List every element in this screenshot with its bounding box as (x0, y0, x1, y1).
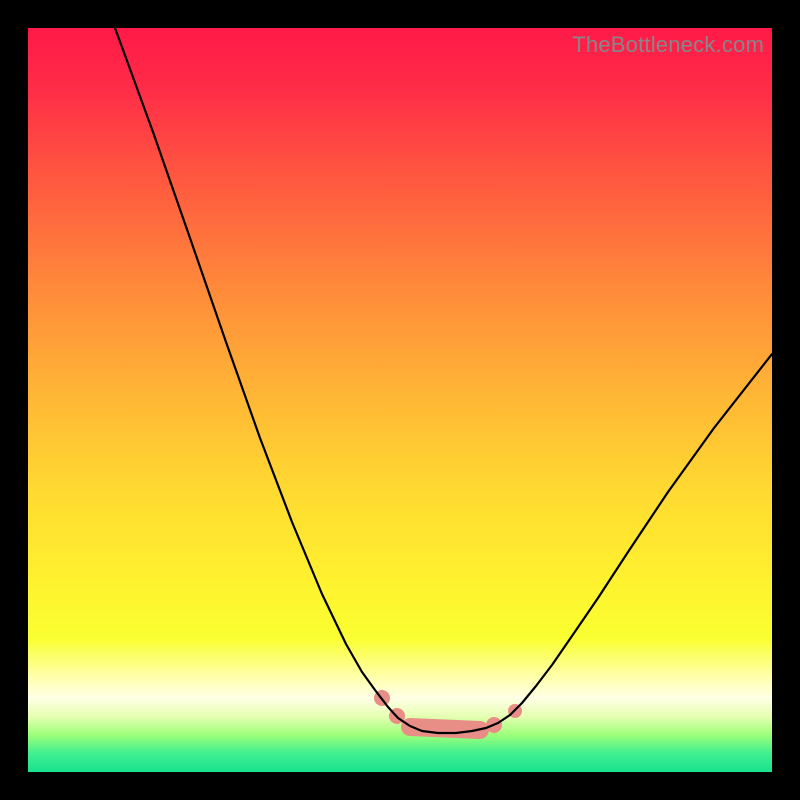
bottleneck-curve (115, 28, 772, 733)
curve-layer (28, 28, 772, 772)
plot-area: TheBottleneck.com (28, 28, 772, 772)
chart-frame: TheBottleneck.com (0, 0, 800, 800)
watermark-text: TheBottleneck.com (572, 32, 764, 58)
markers-group (374, 690, 522, 733)
